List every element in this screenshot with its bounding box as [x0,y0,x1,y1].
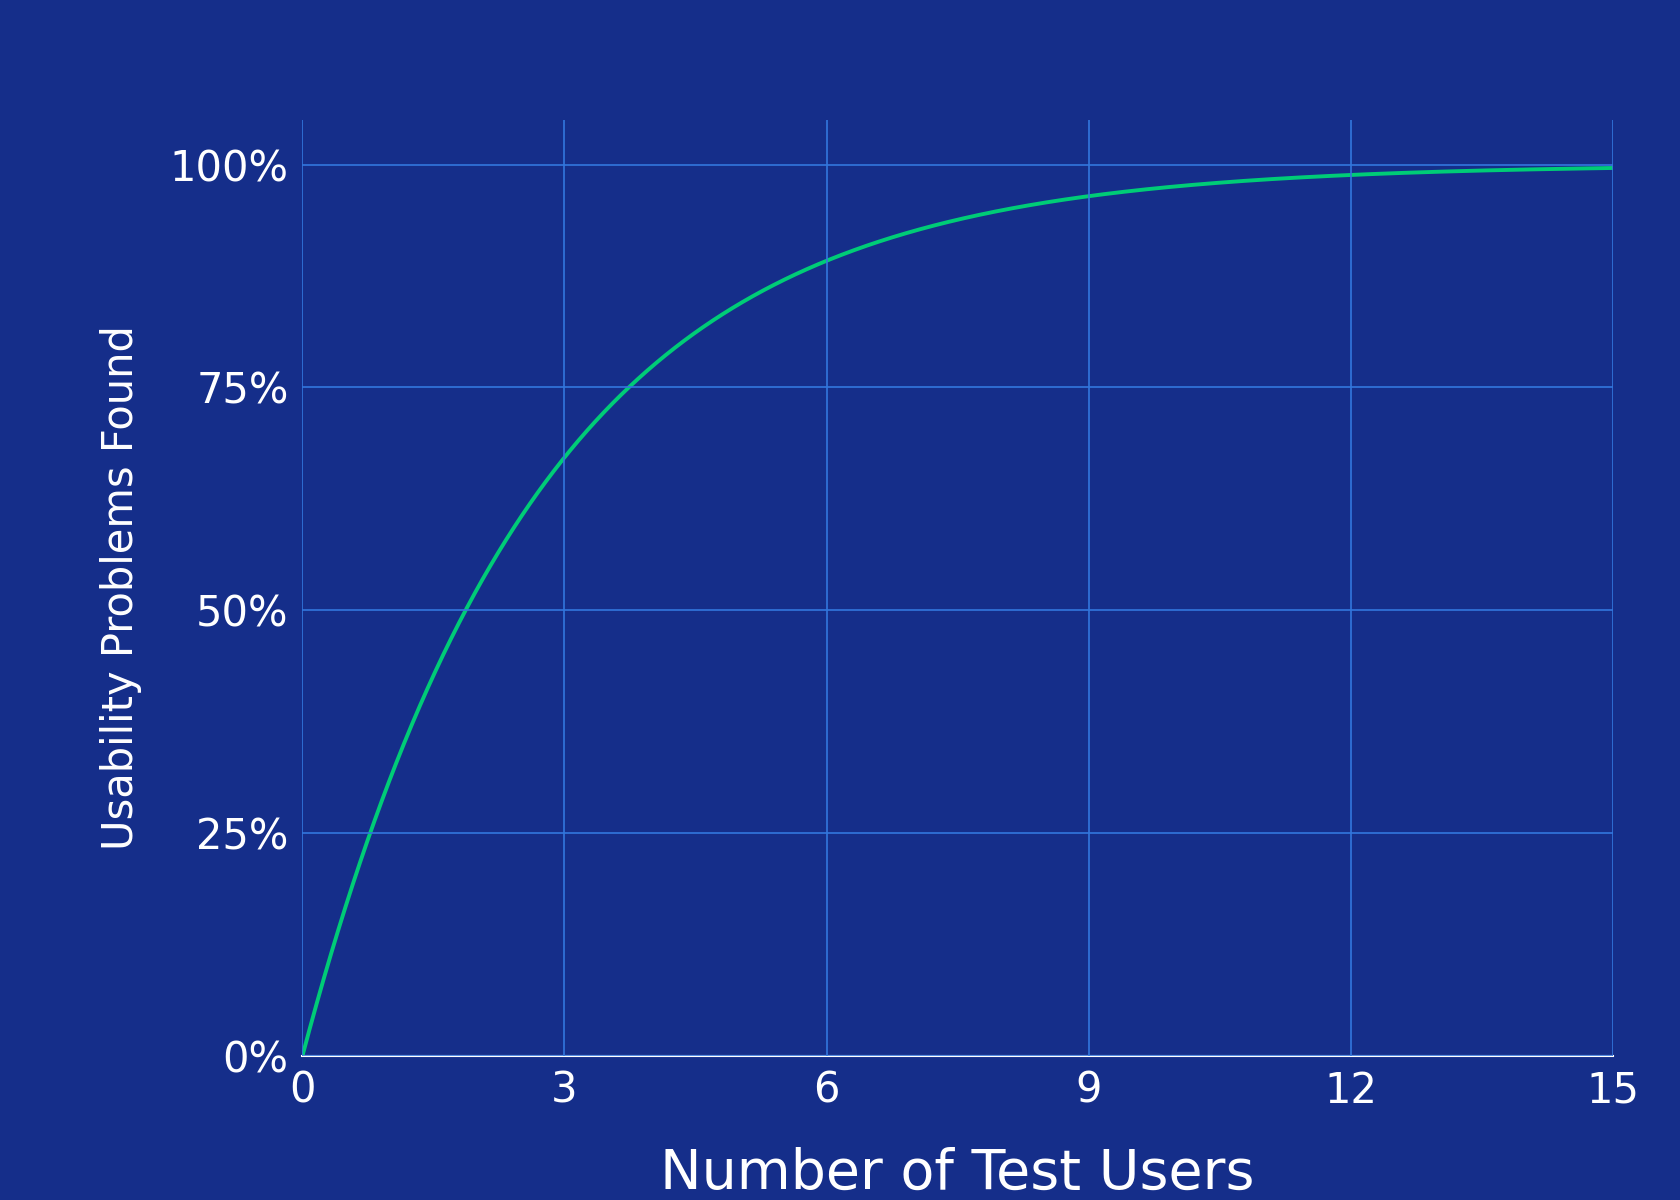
Y-axis label: Usability Problems Found: Usability Problems Found [99,325,141,851]
X-axis label: Number of Test Users: Number of Test Users [660,1147,1255,1200]
